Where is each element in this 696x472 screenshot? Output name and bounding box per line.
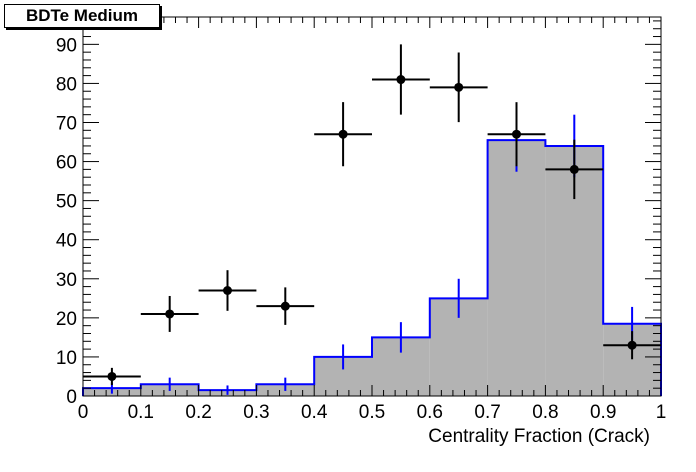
x-tick-label-1: 0.1 [128, 402, 154, 423]
x-tick-label-3: 0.3 [243, 402, 269, 423]
data-point-1 [165, 309, 175, 319]
data-point-8 [569, 164, 579, 174]
x-axis-label: Centrality Fraction (Crack) [428, 426, 650, 447]
data-points [83, 44, 661, 386]
x-tick-label-9: 0.9 [590, 402, 616, 423]
data-point-9 [627, 340, 637, 350]
y-tick-label-4: 40 [56, 231, 77, 252]
x-tick-label-6: 0.6 [417, 402, 443, 423]
axis-ticks [82, 17, 662, 397]
chart-title: BDTe Medium [4, 4, 160, 28]
y-tick-label-8: 80 [56, 74, 77, 95]
histogram-bar-7 [487, 140, 546, 396]
data-point-4 [338, 129, 348, 139]
data-point-6 [454, 82, 464, 92]
y-tick-label-6: 60 [56, 153, 77, 174]
y-tick-label-0: 0 [66, 387, 77, 408]
x-tick-label-10: 1 [656, 402, 667, 423]
x-tick-label-5: 0.5 [359, 402, 385, 423]
data-point-0 [107, 371, 117, 381]
x-tick-label-2: 0.2 [185, 402, 211, 423]
y-tick-label-1: 10 [56, 348, 77, 369]
x-tick-label-7: 0.7 [474, 402, 500, 423]
y-tick-label-9: 90 [56, 35, 77, 56]
data-point-2 [223, 286, 232, 296]
data-point-3 [280, 301, 290, 311]
x-tick-label-0: 0 [78, 402, 89, 423]
y-tick-label-7: 70 [56, 113, 77, 134]
y-tick-label-3: 30 [56, 270, 77, 291]
data-point-7 [512, 129, 521, 139]
y-tick-label-5: 50 [56, 192, 77, 213]
x-tick-label-8: 0.8 [532, 402, 558, 423]
data-point-5 [396, 75, 406, 85]
y-tick-label-2: 20 [56, 309, 77, 330]
tick-labels: 0 0.1 0.2 0.3 0.4 0.5 0.6 0.7 0.8 0.9 101020304050… [56, 35, 666, 423]
x-tick-label-4: 0.4 [301, 402, 328, 423]
